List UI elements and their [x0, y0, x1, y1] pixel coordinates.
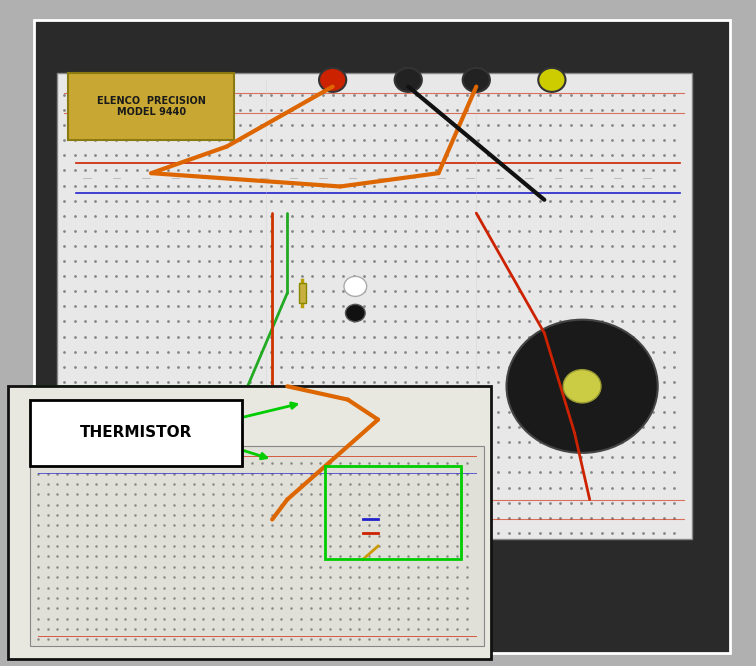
Circle shape: [395, 68, 422, 92]
Circle shape: [538, 68, 565, 92]
Circle shape: [563, 370, 601, 403]
Bar: [30, 400, 242, 466]
Circle shape: [507, 320, 658, 453]
Bar: [8, 386, 491, 659]
Bar: [325, 466, 461, 559]
Circle shape: [345, 304, 365, 322]
Circle shape: [319, 68, 346, 92]
Bar: [68, 157, 688, 200]
Circle shape: [344, 276, 367, 296]
Bar: [68, 73, 234, 140]
Bar: [57, 73, 692, 539]
Text: ELENCO  PRECISION
MODEL 9440: ELENCO PRECISION MODEL 9440: [97, 96, 206, 117]
Bar: [299, 283, 306, 303]
Circle shape: [463, 68, 490, 92]
Text: THERMISTOR: THERMISTOR: [80, 426, 192, 440]
Bar: [30, 446, 484, 646]
